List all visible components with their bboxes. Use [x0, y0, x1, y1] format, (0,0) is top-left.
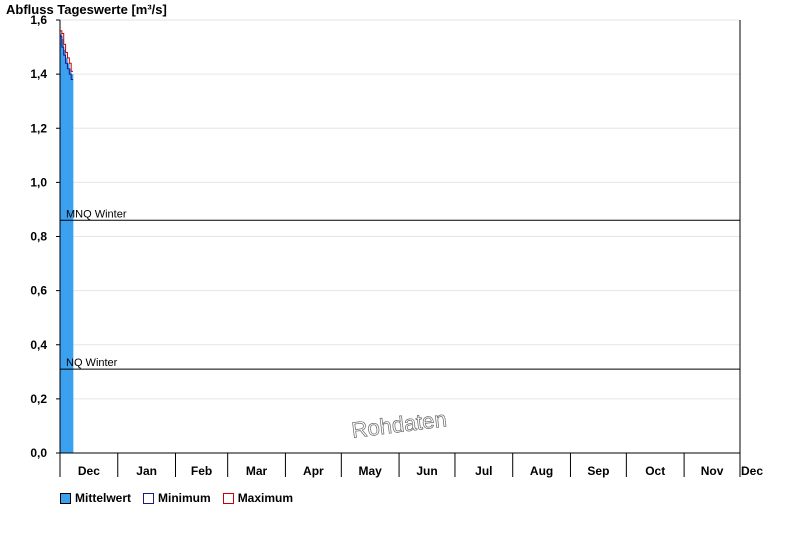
y-tick-label: 0,4 [30, 338, 47, 352]
bar-mittelwert [71, 74, 74, 453]
x-tick-label: Aug [530, 464, 553, 478]
bar-mittelwert [61, 38, 65, 453]
bar-mittelwert [63, 49, 66, 454]
legend: Mittelwert Minimum Maximum [60, 491, 293, 505]
line-maximum [60, 30, 74, 72]
y-tick-label: 1,2 [30, 121, 47, 135]
x-tick-label: Dec [78, 464, 100, 478]
x-tick-label: Feb [191, 464, 212, 478]
x-tick-label: Oct [645, 464, 665, 478]
x-tick-label: Sep [587, 464, 609, 478]
x-tick-label: Dec [741, 464, 763, 478]
watermark-text: Rohdaten [350, 406, 448, 442]
y-tick-label: 1,4 [30, 67, 47, 81]
legend-label-maximum: Maximum [237, 491, 294, 505]
y-tick-label: 0,6 [30, 284, 47, 298]
x-tick-label: Apr [303, 464, 324, 478]
legend-label-mittelwert: Mittelwert [75, 491, 132, 505]
bar-mittelwert [65, 57, 68, 453]
x-tick-label: Nov [701, 464, 724, 478]
legend-swatch-minimum [143, 492, 155, 504]
line-minimum [60, 35, 74, 81]
legend-item-maximum: Maximum [222, 491, 294, 505]
bar-mittelwert [69, 68, 72, 454]
legend-swatch-maximum [222, 492, 234, 504]
y-tick-label: 0,0 [30, 446, 47, 460]
legend-item-minimum: Minimum [143, 491, 211, 505]
chart-title: Abfluss Tageswerte [m³/s] [6, 2, 167, 17]
y-tick-label: 1,0 [30, 175, 47, 189]
reference-line-label: NQ Winter [66, 357, 118, 369]
legend-swatch-mittelwert [60, 492, 71, 504]
y-tick-label: 0,8 [30, 230, 47, 244]
legend-label-minimum: Minimum [158, 491, 211, 505]
x-tick-label: Jul [475, 464, 492, 478]
y-tick-label: 0,2 [30, 392, 47, 406]
x-tick-label: Mar [246, 464, 268, 478]
x-tick-label: May [359, 464, 383, 478]
reference-line-label: MNQ Winter [66, 208, 127, 220]
x-tick-label: Jan [136, 464, 157, 478]
legend-item-mittelwert: Mittelwert [60, 491, 131, 505]
x-tick-label: Jun [416, 464, 437, 478]
y-tick-label: 1,6 [30, 13, 47, 27]
bar-mittelwert [60, 33, 63, 453]
bar-mittelwert [67, 63, 70, 454]
